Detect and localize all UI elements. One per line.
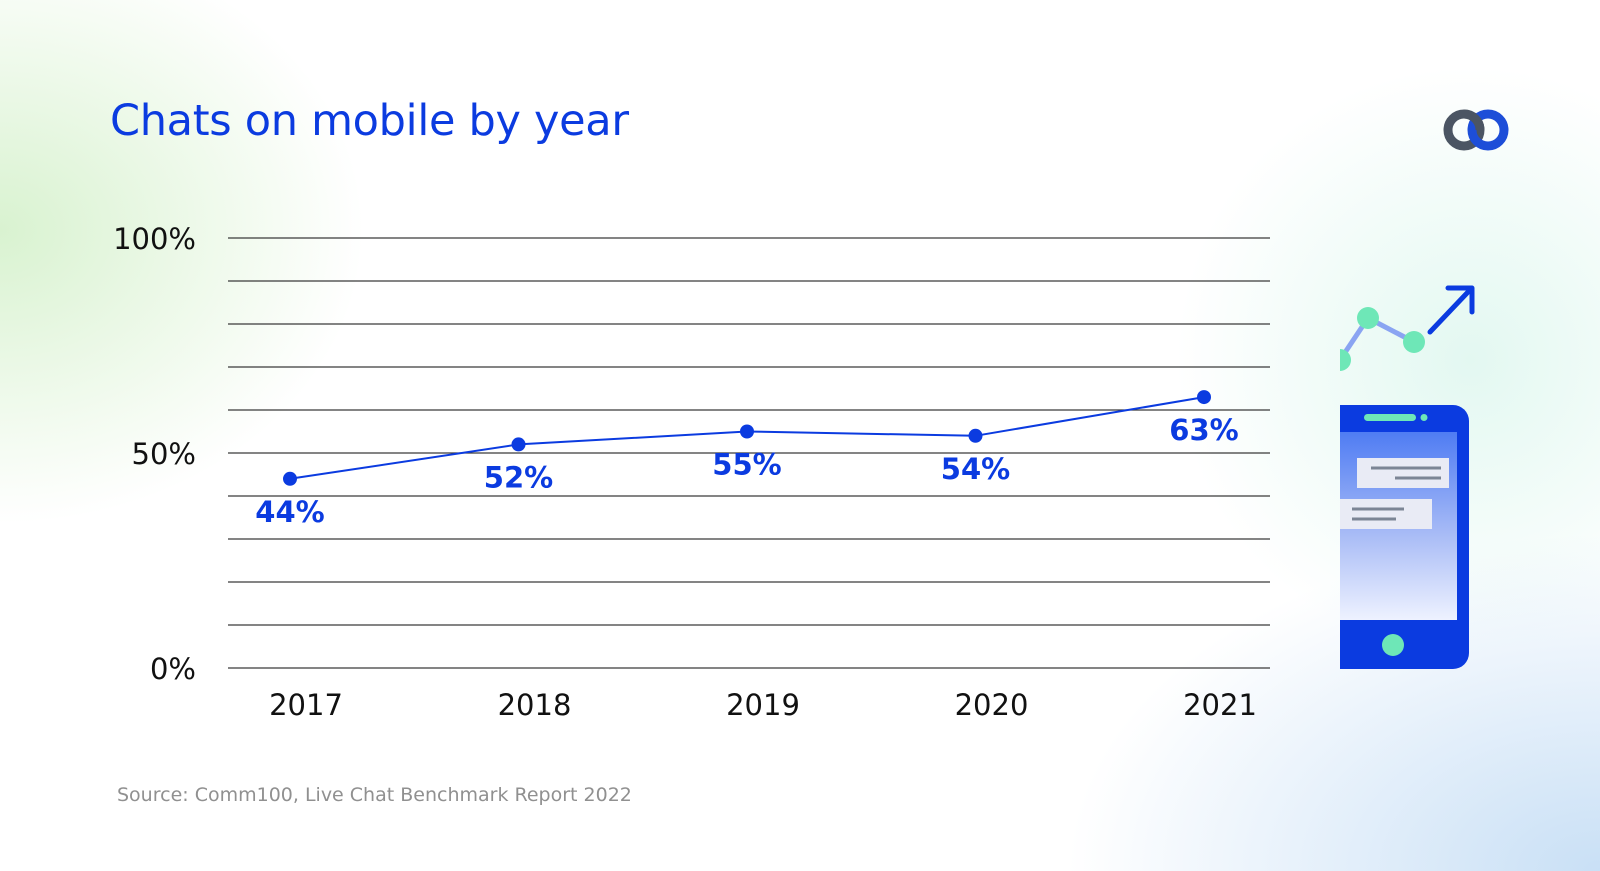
phone-chat-trend-icon bbox=[1340, 285, 1475, 669]
data-label: 55% bbox=[712, 448, 781, 482]
x-tick-label: 2019 bbox=[726, 688, 800, 722]
y-tick-label: 0% bbox=[150, 652, 196, 686]
gridlines bbox=[228, 237, 1270, 669]
trend-dot bbox=[1403, 331, 1425, 353]
chat-bubble bbox=[1357, 458, 1449, 488]
chart-title: Chats on mobile by year bbox=[110, 96, 629, 146]
x-tick-label: 2021 bbox=[1183, 688, 1257, 722]
data-label: 54% bbox=[941, 452, 1010, 486]
line-chart: 0% 50% 100% 2017 2018 2019 2020 2021 44% 52% 55%… bbox=[113, 222, 1270, 722]
x-tick-label: 2020 bbox=[955, 688, 1029, 722]
data-label: 63% bbox=[1169, 413, 1238, 447]
trend-dot bbox=[1357, 307, 1379, 329]
data-point bbox=[283, 471, 297, 486]
source-note: Source: Comm100, Live Chat Benchmark Rep… bbox=[117, 784, 632, 806]
comm100-logo-icon bbox=[1443, 109, 1509, 151]
data-label: 52% bbox=[484, 460, 553, 494]
data-point bbox=[511, 437, 526, 452]
data-point bbox=[968, 428, 983, 443]
x-axis-ticks: 2017 2018 2019 2020 2021 bbox=[269, 688, 1257, 722]
x-tick-label: 2017 bbox=[269, 688, 343, 722]
data-point bbox=[740, 424, 754, 439]
y-tick-label: 100% bbox=[113, 222, 196, 256]
data-label: 44% bbox=[255, 495, 324, 529]
home-button bbox=[1382, 634, 1404, 656]
trend-dot bbox=[1340, 349, 1351, 371]
x-tick-label: 2018 bbox=[498, 688, 572, 722]
chat-bubble bbox=[1340, 499, 1432, 529]
y-axis-ticks: 0% 50% 100% bbox=[113, 222, 196, 686]
y-tick-label: 50% bbox=[132, 437, 196, 471]
data-points bbox=[283, 390, 1211, 486]
data-labels: 44% 52% 55% 54% 63% bbox=[255, 413, 1238, 529]
data-point bbox=[1197, 390, 1211, 405]
